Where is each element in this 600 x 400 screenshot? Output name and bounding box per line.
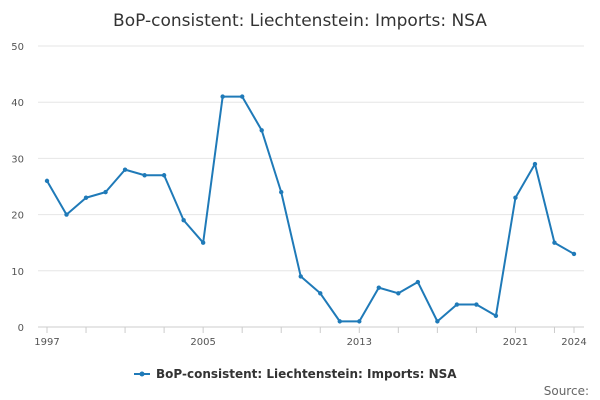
y-tick-label-30: 30 xyxy=(11,154,24,165)
data-point-2023[interactable] xyxy=(552,240,557,245)
y-tick-label-50: 50 xyxy=(11,42,24,53)
data-point-1998[interactable] xyxy=(64,212,69,217)
data-point-2001[interactable] xyxy=(122,167,128,172)
series-layer xyxy=(44,94,577,324)
data-point-2003[interactable] xyxy=(161,173,167,178)
data-point-2002[interactable] xyxy=(142,173,147,178)
x-tick-label-2013: 2013 xyxy=(347,337,372,348)
data-point-2015[interactable] xyxy=(396,291,401,296)
data-point-2004[interactable] xyxy=(181,218,186,223)
data-point-2012[interactable] xyxy=(337,319,342,324)
data-point-2019[interactable] xyxy=(474,302,479,307)
data-point-2005[interactable] xyxy=(200,240,206,245)
legend-marker xyxy=(139,371,145,377)
data-point-2014[interactable] xyxy=(376,285,382,290)
data-point-2006[interactable] xyxy=(220,94,225,99)
data-point-2009[interactable] xyxy=(279,189,284,195)
data-point-1997[interactable] xyxy=(44,178,50,184)
source-label: Source: xyxy=(544,384,589,398)
data-point-2010[interactable] xyxy=(298,274,303,279)
y-axis-ticks: 0 10 20 30 40 50 xyxy=(11,42,24,334)
legend[interactable]: BoP-consistent: Liechtenstein: Imports: … xyxy=(134,367,457,381)
data-point-2013[interactable] xyxy=(357,319,362,324)
data-point-1999[interactable] xyxy=(83,195,89,200)
x-tick-label-2021: 2021 xyxy=(503,337,528,348)
x-tick-label-2024: 2024 xyxy=(561,337,586,348)
legend-entry-label: BoP-consistent: Liechtenstein: Imports: … xyxy=(156,367,457,381)
data-point-2011[interactable] xyxy=(318,291,323,296)
y-tick-label-0: 0 xyxy=(18,323,24,334)
x-axis: 1997 2005 2013 2021 2024 xyxy=(34,326,587,348)
data-point-2000[interactable] xyxy=(103,189,108,195)
data-point-2017[interactable] xyxy=(435,319,440,324)
data-point-2022[interactable] xyxy=(532,161,538,167)
data-point-2018[interactable] xyxy=(454,302,460,307)
y-tick-label-40: 40 xyxy=(11,98,24,109)
data-point-2020[interactable] xyxy=(493,313,499,318)
data-point-2008[interactable] xyxy=(259,128,264,133)
data-point-2007[interactable] xyxy=(239,94,245,99)
y-tick-label-20: 20 xyxy=(11,211,24,222)
chart-title: BoP-consistent: Liechtenstein: Imports: … xyxy=(113,11,487,31)
x-tick-label-1997: 1997 xyxy=(34,337,59,348)
y-tick-label-10: 10 xyxy=(11,267,24,278)
series-line-0 xyxy=(46,95,575,323)
x-tick-label-2005: 2005 xyxy=(190,337,215,348)
data-point-2016[interactable] xyxy=(415,279,421,285)
data-point-2021[interactable] xyxy=(513,195,518,200)
data-point-2024[interactable] xyxy=(571,251,577,257)
gridlines xyxy=(38,45,584,272)
